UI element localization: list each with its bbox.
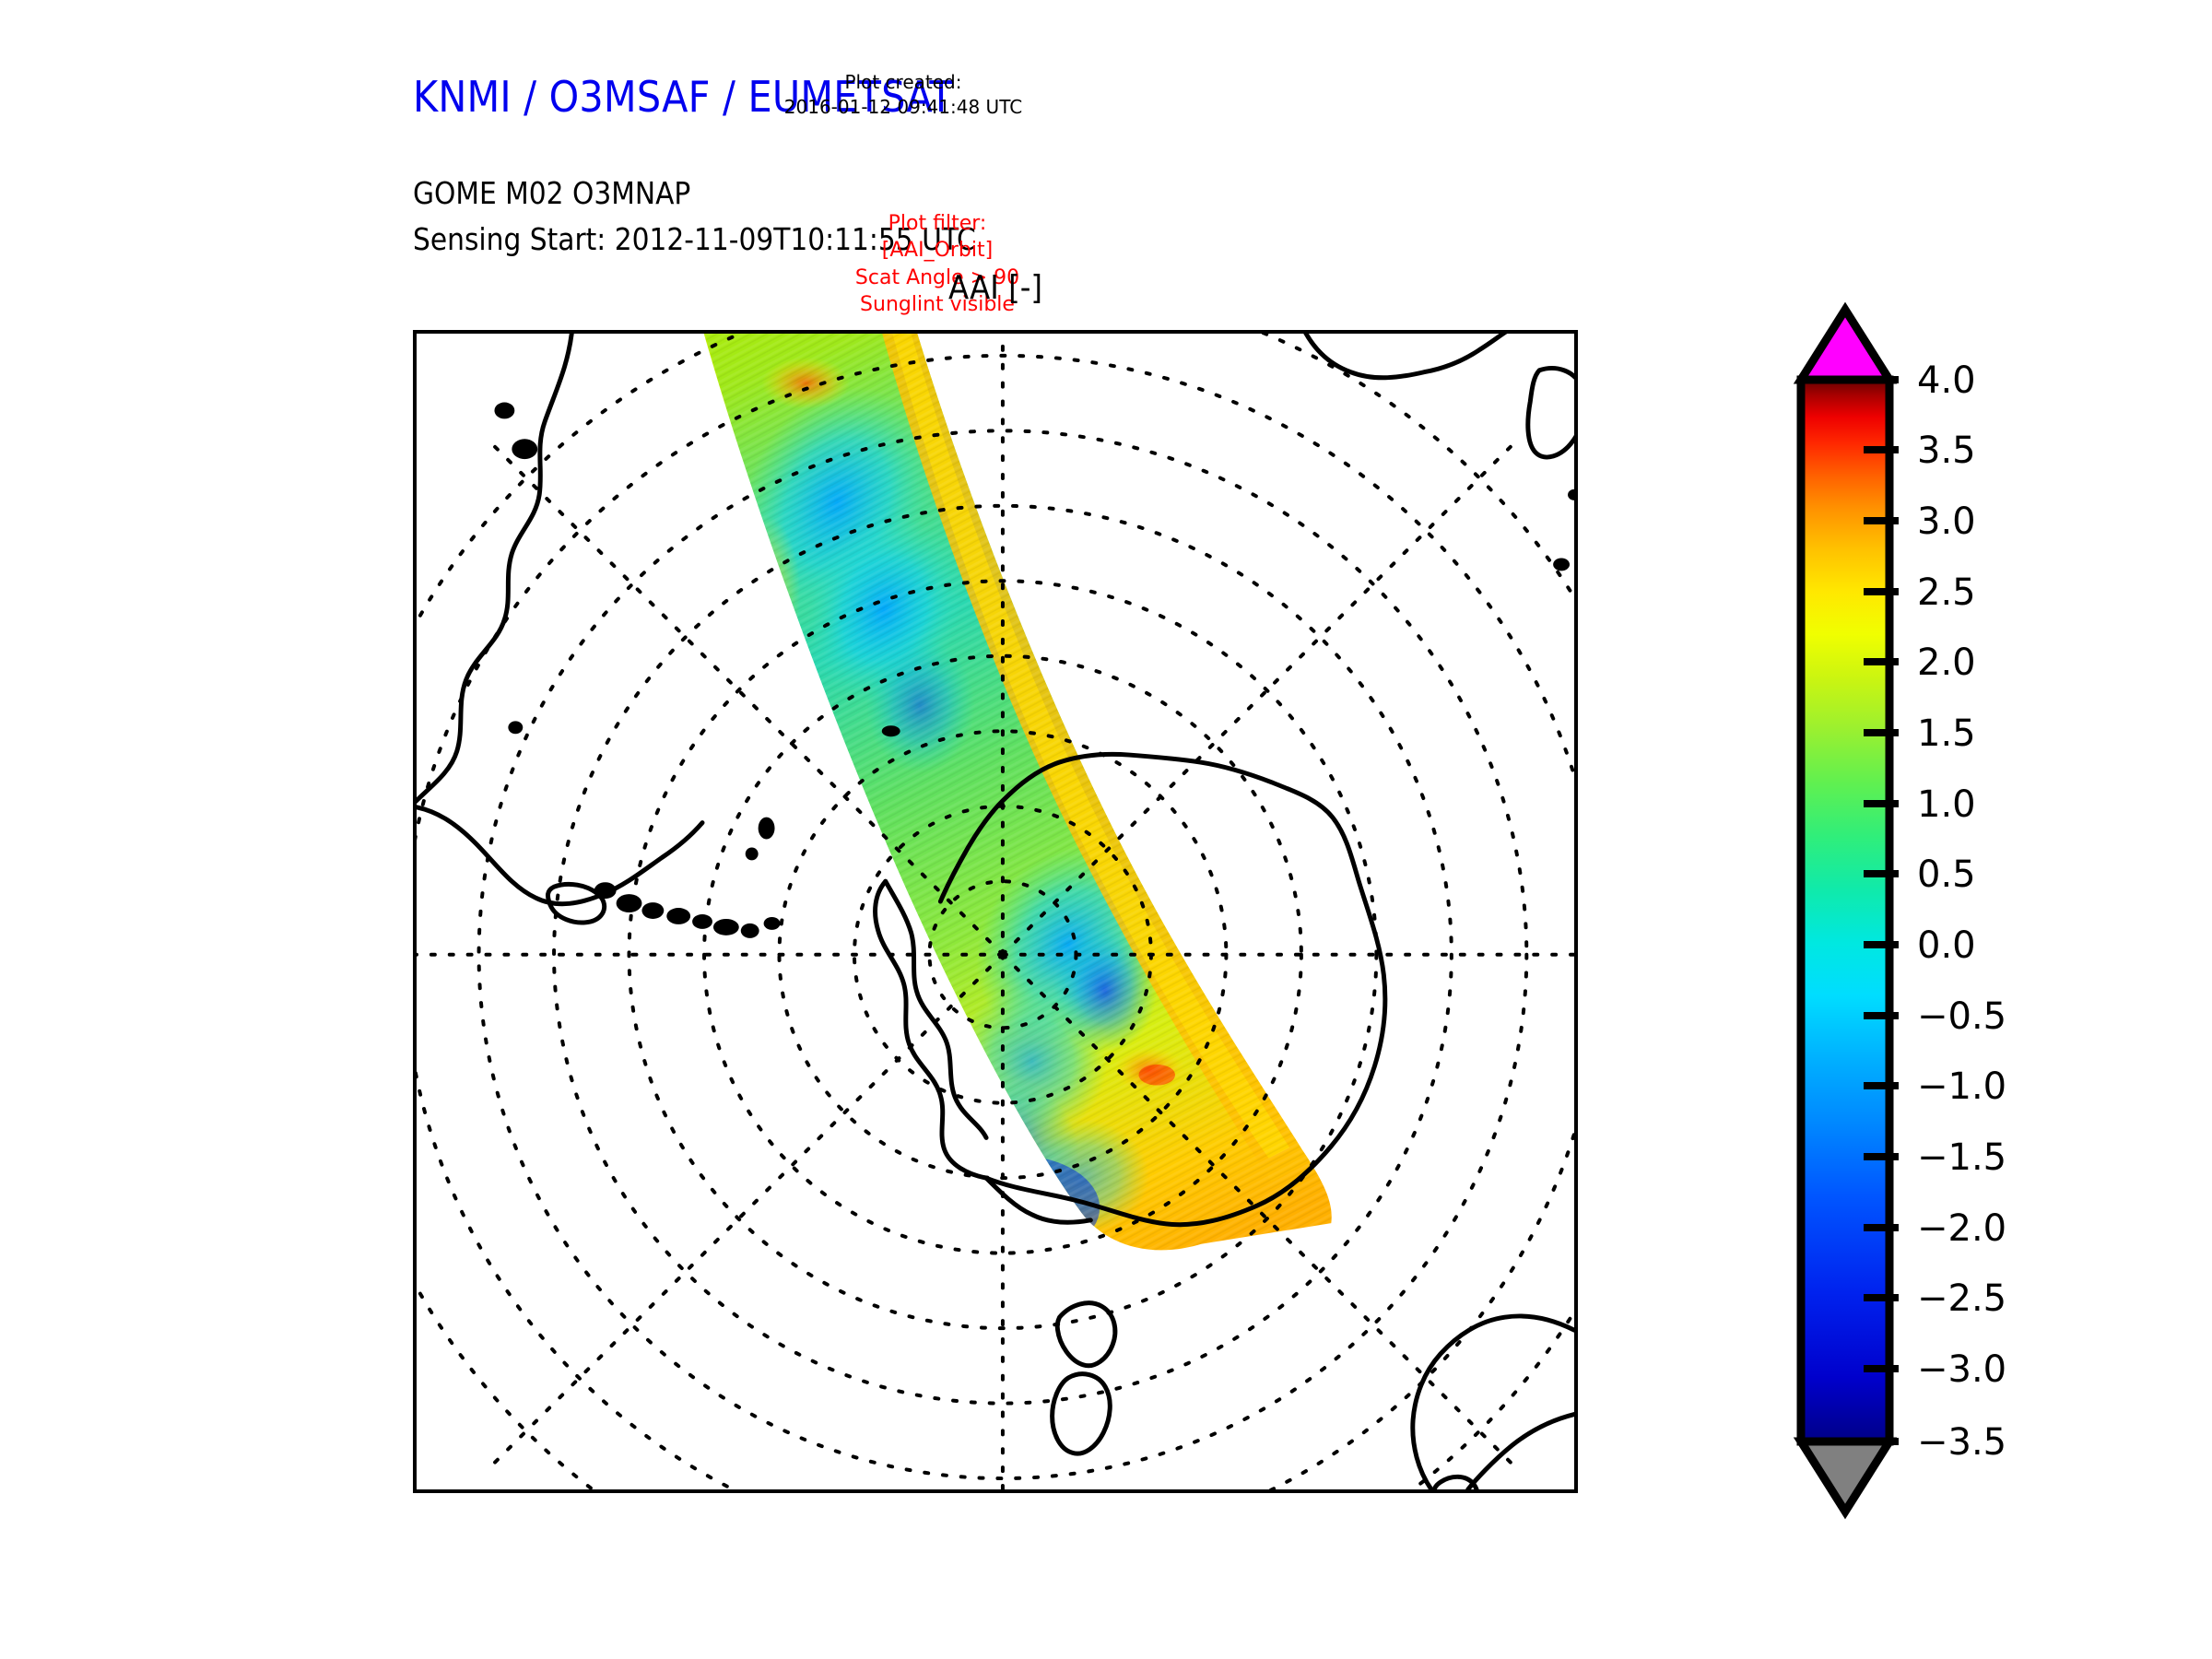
colorbar: 4.0 3.5 3.0 2.5 2.0 1.5 1.0 0.5 0.0 −0.5… — [1792, 301, 2179, 1520]
island-dot-4 — [758, 817, 775, 840]
colorbar-tick-label-13: −2.5 — [1917, 1277, 2006, 1320]
coastline-antarctica-mainland — [937, 751, 1388, 1228]
colorbar-tick-label-14: −3.0 — [1917, 1348, 2006, 1391]
colorbar-tick-label-12: −2.0 — [1917, 1207, 2006, 1250]
island-kerguelen — [1553, 558, 1571, 571]
colorbar-tick-label-2: 3.0 — [1917, 500, 1976, 543]
colorbar-tick-label-5: 1.5 — [1917, 712, 1976, 755]
coastline-australia — [1410, 1313, 1574, 1489]
coastline-peninsula-west — [873, 878, 989, 1181]
colorbar-tick-label-10: −1.0 — [1917, 1065, 2006, 1108]
sensing-start-line: Sensing Start: 2012-11-09T10:11:55 UTC — [413, 221, 976, 257]
island-dot-2 — [512, 439, 538, 460]
product-line: GOME M02 O3MNAP — [413, 175, 691, 211]
colorbar-tick-label-1: 3.5 — [1917, 429, 1976, 472]
colorbar-tick-label-15: −3.5 — [1917, 1421, 2006, 1464]
coastline-antarctic-peninsula — [883, 878, 989, 1140]
plot-filter-line-1: [AAI_Orbit] — [881, 239, 994, 263]
meridians — [417, 334, 1574, 1489]
colorbar-tick-label-7: 0.5 — [1917, 853, 1976, 896]
colorbar-gradient-bar — [1796, 375, 1894, 1446]
plot-created-block: Plot created: 2016-01-12 09:41:48 UTC — [737, 70, 1069, 120]
island-dot-6 — [881, 725, 900, 737]
polar-map-svg — [417, 334, 1574, 1489]
colorbar-ticks — [1864, 376, 1899, 1445]
coastline-tasmania — [1431, 1474, 1479, 1489]
scotia-arc-islets — [594, 882, 781, 938]
island-dot-5 — [745, 847, 759, 861]
colorbar-under-arrow — [1793, 1437, 1898, 1520]
plot-filter-line-0: Plot filter: — [888, 212, 987, 235]
colorbar-tick-label-11: −1.5 — [1917, 1136, 2006, 1179]
coastlines — [417, 334, 1574, 1489]
colorbar-svg: 4.0 3.5 3.0 2.5 2.0 1.5 1.0 0.5 0.0 −0.5… — [1793, 301, 2006, 1520]
coastline-new-zealand-south — [1050, 1371, 1112, 1456]
plot-filter-line-2: Scat Angle > 90 — [854, 265, 1020, 289]
colorbar-tick-label-0: 4.0 — [1917, 359, 1976, 402]
coastline-africa — [1303, 334, 1508, 381]
colorbar-tick-label-8: 0.0 — [1917, 924, 1976, 967]
colorbar-tick-labels: 4.0 3.5 3.0 2.5 2.0 1.5 1.0 0.5 0.0 −0.5… — [1917, 359, 2006, 1464]
colorbar-tick-label-3: 2.5 — [1917, 571, 1976, 614]
latitude-circle--30 — [552, 503, 1453, 1406]
plot-created-timestamp: 2016-01-12 09:41:48 UTC — [783, 96, 1023, 118]
plot-created-label: Plot created: — [844, 71, 962, 93]
coastline-madagascar — [1525, 366, 1574, 460]
plot-filter-block: Plot filter: [AAI_Orbit] Scat Angle > 90… — [785, 210, 1089, 318]
colorbar-tick-label-9: −0.5 — [1917, 995, 2006, 1038]
coastline-tierra-del-fuego — [546, 881, 607, 925]
coastline-australia-south — [1465, 1412, 1574, 1489]
coastline-new-zealand-north — [1054, 1300, 1118, 1369]
island-bouvet — [1568, 488, 1574, 500]
latitude-circle--20 — [477, 429, 1529, 1481]
coastline-south-america — [417, 334, 574, 805]
graticule — [417, 334, 1574, 1489]
latitude-circle--40 — [627, 579, 1379, 1331]
island-dot-3 — [508, 721, 524, 735]
island-dot-1 — [494, 402, 515, 419]
coastline-ross-shelf — [983, 1175, 1093, 1225]
plot-title: AAI [-] — [947, 269, 1043, 307]
organisation-title: KNMI / O3MSAF / EUMETSAT — [413, 72, 953, 122]
map-plot-area — [413, 330, 1578, 1493]
coastline-patagonia — [417, 805, 705, 907]
latitude-circle--10 — [417, 354, 1574, 1489]
colorbar-over-arrow — [1793, 301, 1898, 384]
colorbar-tick-label-4: 2.0 — [1917, 641, 1976, 684]
plot-filter-line-3: Sunglint visible — [860, 292, 1015, 316]
colorbar-tick-label-6: 1.0 — [1917, 783, 1976, 826]
